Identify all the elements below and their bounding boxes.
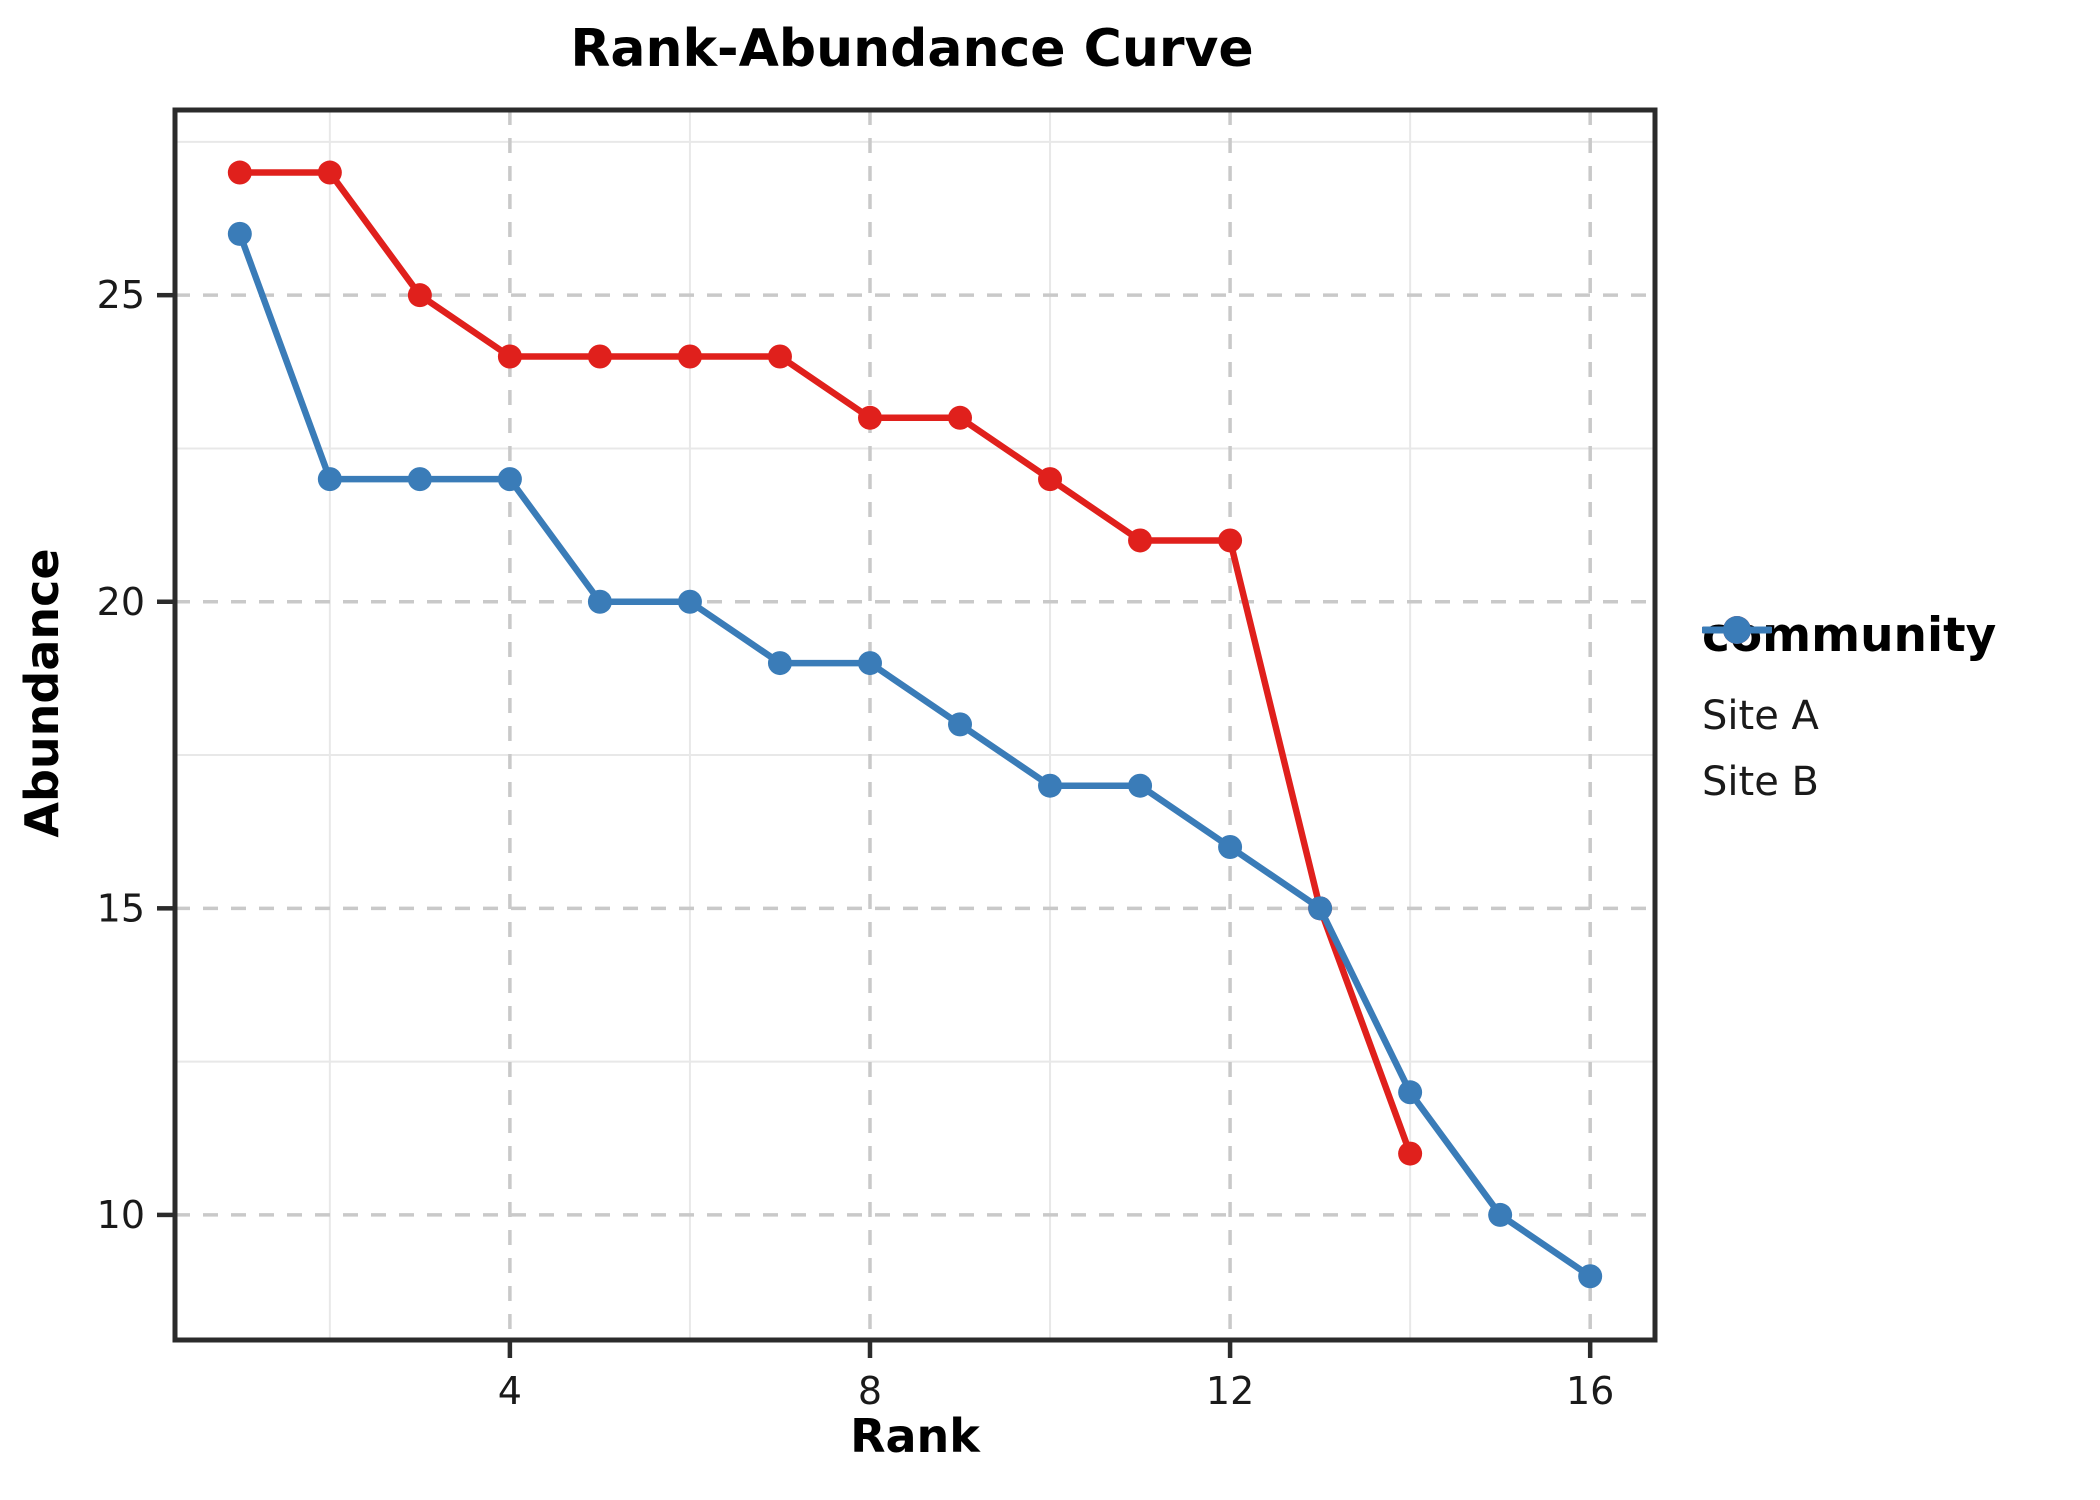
data-point-site-b: [1488, 1202, 1513, 1227]
data-point-site-a: [587, 344, 612, 369]
data-point-site-a: [407, 283, 432, 308]
data-point-site-b: [767, 651, 792, 676]
grid-layer: [175, 110, 1655, 1340]
series-layer: [227, 160, 1603, 1289]
data-point-site-b: [1128, 773, 1153, 798]
data-point-site-a: [677, 344, 702, 369]
legend-item-label: Site A: [1702, 693, 1819, 739]
legend-title: community: [1702, 608, 1997, 663]
y-axis-label: Abundance: [15, 548, 69, 837]
data-point-site-b: [1218, 835, 1243, 860]
data-point-site-b: [407, 467, 432, 492]
data-point-site-b: [857, 651, 882, 676]
y-tick-label: 10: [97, 1193, 145, 1237]
legend-item-site-a: Site A: [1702, 616, 2092, 749]
data-point-site-a: [317, 160, 342, 185]
data-point-site-b: [497, 467, 522, 492]
data-point-site-b: [317, 467, 342, 492]
panel-border: [172, 107, 1658, 1343]
data-point-site-b: [1308, 896, 1333, 921]
x-tick-label: 4: [498, 1369, 522, 1413]
data-point-site-b: [1038, 773, 1063, 798]
data-point-site-a: [1218, 528, 1243, 553]
series-line-site-a: [236, 169, 1414, 1157]
x-tick-label: 12: [1206, 1369, 1254, 1413]
y-tick-label: 20: [97, 580, 145, 624]
legend-item-site-b: Site B: [1702, 616, 2092, 815]
data-point-site-a: [1038, 467, 1063, 492]
data-point-site-b: [948, 712, 973, 737]
legend-item-label: Site B: [1702, 759, 1819, 805]
legend-key-dot: [1723, 616, 1751, 644]
y-tick-label: 25: [97, 273, 145, 317]
data-point-site-a: [227, 160, 252, 185]
data-point-site-b: [1398, 1080, 1423, 1105]
series-line-site-b: [236, 230, 1594, 1280]
chart-title: Rank-Abundance Curve: [570, 19, 1253, 79]
x-tick-label: 16: [1566, 1369, 1614, 1413]
data-point-site-a: [948, 405, 973, 430]
data-point-site-b: [587, 589, 612, 614]
data-point-site-b: [227, 221, 252, 246]
series-site-a: [227, 160, 1423, 1166]
data-point-site-b: [677, 589, 702, 614]
data-point-site-b: [1578, 1264, 1603, 1289]
tick-layer: 4 8 12 16 10 15 20 25: [97, 273, 1615, 1413]
data-point-site-a: [1398, 1141, 1423, 1166]
data-point-site-a: [1128, 528, 1153, 553]
legend: community Site A Site B: [1702, 608, 2092, 815]
panel-frame: [172, 107, 1658, 1343]
series-site-b: [227, 221, 1603, 1289]
y-tick-label: 15: [97, 886, 145, 930]
data-point-site-a: [767, 344, 792, 369]
data-point-site-a: [857, 405, 882, 430]
x-axis-label: Rank: [850, 1409, 981, 1463]
x-tick-label: 8: [858, 1369, 882, 1413]
legend-key-icon-site-b: [1702, 616, 1772, 644]
data-point-site-a: [497, 344, 522, 369]
legend-items: Site A Site B: [1702, 616, 2092, 815]
